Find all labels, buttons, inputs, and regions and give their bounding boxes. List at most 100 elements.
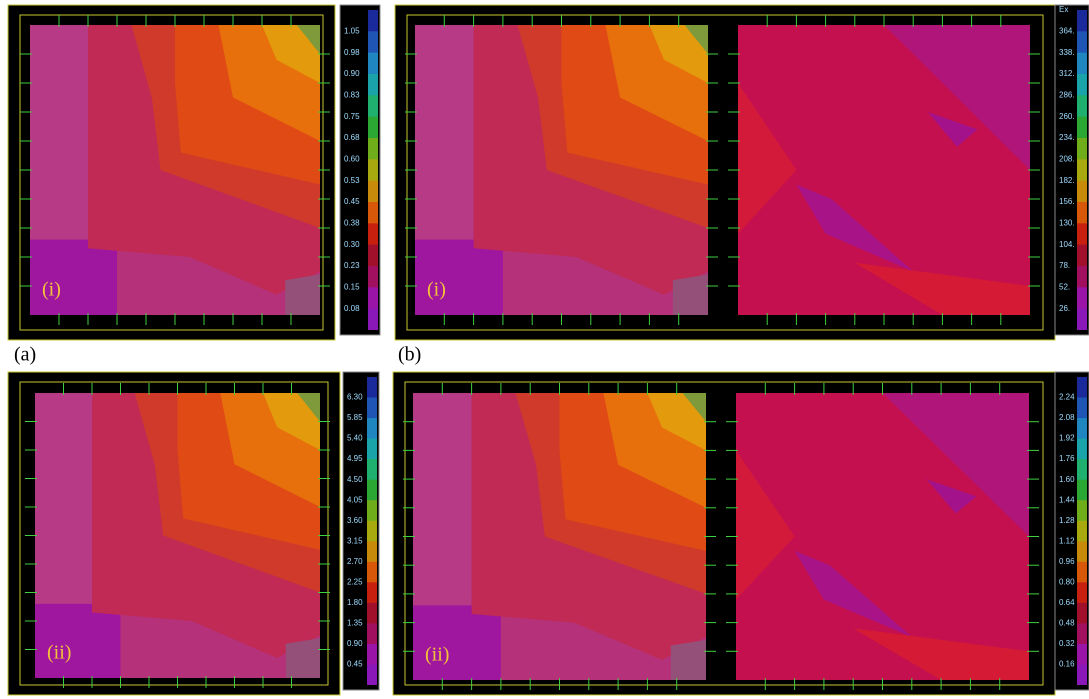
contour-band	[882, 393, 1029, 537]
contour-band	[647, 393, 706, 451]
contour-band	[415, 228, 503, 315]
legend-swatch	[367, 479, 377, 501]
legend-swatch	[367, 623, 377, 645]
legend-swatch	[367, 643, 377, 665]
legend-swatch	[1077, 31, 1087, 54]
legend-label: 0.90	[347, 639, 363, 648]
contour-band	[262, 25, 320, 83]
legend-label: 1.76	[1059, 454, 1075, 463]
legend-swatch	[368, 10, 378, 32]
contour-band	[285, 638, 320, 678]
contour-band	[415, 25, 474, 240]
contour-band	[30, 25, 88, 240]
legend-label: 0.68	[344, 133, 360, 142]
legend-swatch	[1077, 95, 1087, 118]
legend-label: 26.	[1059, 304, 1070, 313]
legend-label: 104.	[1059, 240, 1075, 249]
legend-label: 0.38	[344, 218, 360, 227]
legend-swatch	[368, 138, 378, 160]
legend-swatch	[368, 159, 378, 182]
legend-label: 0.23	[344, 261, 360, 270]
legend-label: 52.	[1059, 282, 1070, 291]
legend-swatch	[368, 287, 378, 310]
legend-swatch	[1077, 308, 1087, 330]
contour-band	[296, 25, 320, 54]
legend-label: 1.05	[344, 26, 360, 35]
legend-swatch	[367, 397, 377, 419]
legend-label: 1.80	[347, 598, 363, 607]
legend-label: 0.64	[1059, 598, 1075, 607]
inner-frame	[19, 381, 329, 686]
legend-swatch	[368, 95, 378, 118]
legend-swatch	[1077, 138, 1087, 160]
legend-swatch	[367, 459, 377, 481]
legend-swatch	[1077, 602, 1087, 624]
legend-swatch	[1077, 459, 1087, 481]
legend-swatch	[1077, 541, 1087, 563]
legend-label: 0.53	[344, 176, 360, 185]
legend-label: 0.45	[344, 197, 360, 206]
legend-swatch	[1077, 623, 1087, 645]
contour-band	[670, 639, 706, 680]
legend-swatch	[1077, 52, 1087, 75]
contour-band	[738, 83, 797, 234]
legend-label: 364.	[1059, 26, 1075, 35]
legend-label: 5.85	[347, 413, 363, 422]
legend-swatch	[367, 664, 377, 685]
legend-label: 0.60	[344, 154, 360, 163]
legend-swatch	[368, 116, 378, 139]
legend-label: 0.16	[1059, 660, 1075, 669]
legend-swatch	[367, 438, 377, 460]
legend-swatch	[367, 541, 377, 563]
legend-swatch	[1077, 74, 1087, 96]
legend-swatch	[367, 377, 377, 399]
legend-label: 78.	[1059, 261, 1070, 270]
contour-band	[794, 550, 912, 637]
legend-swatch	[367, 520, 377, 542]
contour-band	[682, 393, 706, 422]
legend-swatch	[1077, 180, 1087, 203]
legend-label: 6.30	[347, 393, 363, 402]
legend-label: 1.92	[1059, 434, 1075, 443]
contour-band	[413, 393, 472, 606]
contour-band	[672, 274, 708, 315]
legend-swatch	[368, 74, 378, 96]
legend-label: 4.05	[347, 495, 363, 504]
legend-label: 2.70	[347, 557, 363, 566]
legend-label: 5.40	[347, 434, 363, 443]
legend-label: 0.08	[344, 304, 360, 313]
inner-frame	[406, 14, 1044, 331]
caption: (a)	[14, 344, 36, 366]
legend-swatch	[1077, 223, 1087, 246]
legend-label: 0.48	[1059, 619, 1075, 628]
inner-frame	[19, 14, 324, 331]
legend-label: 1.35	[347, 619, 363, 628]
legend-label: 0.30	[344, 240, 360, 249]
contour-band	[285, 274, 320, 315]
legend-label: 130.	[1059, 218, 1075, 227]
plot-tag: (ii)	[47, 642, 71, 664]
legend-label: 2.24	[1059, 393, 1075, 402]
legend-swatch	[1077, 643, 1087, 665]
legend-swatch	[1077, 500, 1087, 522]
legend-swatch	[1077, 520, 1087, 542]
legend-label: 1.12	[1059, 536, 1075, 545]
legend-swatch	[368, 223, 378, 246]
legend-swatch	[368, 180, 378, 203]
contour-band	[884, 25, 1030, 170]
legend-label: 208.	[1059, 154, 1075, 163]
legend-swatch	[1077, 202, 1087, 224]
legend-swatch	[367, 418, 377, 440]
contour-band	[927, 112, 978, 147]
legend-title: Ex	[1059, 5, 1068, 14]
contour-band	[413, 593, 501, 680]
legend-label: 260.	[1059, 112, 1075, 121]
legend-label: 2.08	[1059, 413, 1075, 422]
legend-label: 338.	[1059, 48, 1075, 57]
legend-label: 286.	[1059, 90, 1075, 99]
legend-swatch	[367, 500, 377, 522]
legend-label: 182.	[1059, 176, 1075, 185]
legend-swatch	[1077, 10, 1087, 32]
contour-band	[263, 393, 320, 450]
